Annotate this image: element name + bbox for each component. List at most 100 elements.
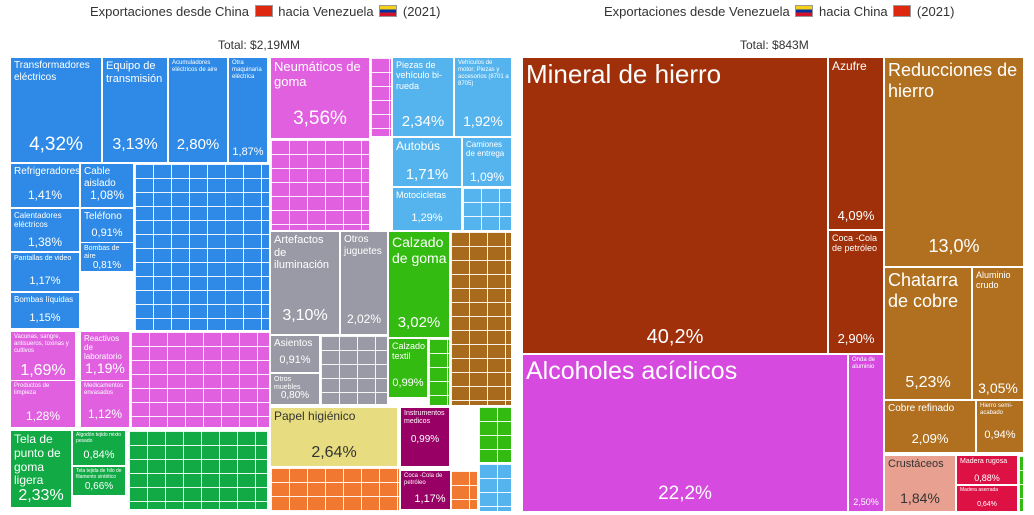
treemap-cell-pantallas-de-video[interactable]: Pantallas de video 1,17% <box>10 252 80 292</box>
treemap-cell-percent: 3,10% <box>282 307 328 324</box>
treemap-cell-asientos[interactable]: Asientos 0,91% <box>270 335 320 373</box>
treemap-cell-label: Papel higiénico <box>274 409 356 423</box>
treemap-cell-percent: 3,56% <box>293 108 347 129</box>
treemap-cell-acumuladores-electricos-de-aire[interactable]: Acumuladores eléctricos de aire 2,80% <box>168 57 228 163</box>
treemap-cell-cobre-refinado[interactable]: Cobre refinado 2,09% <box>884 400 976 453</box>
treemap-cell-label: Hierro semi-acabado <box>980 403 1013 416</box>
treemap-cell-motocicletas[interactable]: Motocicletas 1,29% <box>392 187 462 231</box>
treemap-cell-calzado-textil[interactable]: Calzado textil 0,99% <box>388 338 428 398</box>
treemap-cell-otros-juguetes[interactable]: Otros juguetes 2,02% <box>340 231 388 335</box>
treemap-cell-transformadores-electricos[interactable]: Transformadores eléctricos 4,32% <box>10 57 102 163</box>
treemap-cell-percent: 2,34% <box>401 113 445 130</box>
treemap-cell-equipo-de-transmision[interactable]: Equipo de transmisión 3,13% <box>102 57 168 163</box>
treemap-cell-percent: 0,81% <box>92 260 122 271</box>
treemap-cell-vehiculos-de-motor-piezas-y-accesorios-8701-a-8705[interactable]: Vehículos de motor; Piezas y accesorios … <box>454 57 512 137</box>
treemap-cell-percent: 0,80% <box>280 390 310 401</box>
treemap-cell-label: Tela tejida de hilo de filamento sintéti… <box>76 468 122 480</box>
treemap-cell-percent: 1,17% <box>29 275 61 287</box>
treemap-cell-algodon-tejido-mixto-pesado[interactable]: Algodón tejido mixto pesado 0,84% <box>72 430 126 466</box>
treemap-cell-label: Coca -Cola de petróleo <box>404 473 443 486</box>
treemap-cell-alcoholes-aciclicos[interactable]: Alcoholes acíclicos 22,2% <box>522 354 848 512</box>
treemap-cell-refrigeradores[interactable]: Refrigeradores 1,41% <box>10 163 80 208</box>
treemap-cell-piezas-de-vehiculo-bi-rueda[interactable]: Piezas de vehículo bi-rueda 2,34% <box>392 57 454 137</box>
treemap-cell-medicamentos-envasados[interactable]: Medicamentos envasados 1,12% <box>80 380 130 428</box>
treemap-cell-percent: 1,09% <box>469 170 505 184</box>
treemap-cell-percent: 0,99% <box>410 434 440 445</box>
venezuela-flag-icon <box>379 5 398 17</box>
treemap-cell-mineral-de-hierro[interactable]: Mineral de hierro 40,2% <box>522 57 828 354</box>
right-title-year: (2021) <box>916 4 955 19</box>
treemap-cell-percent: 2,50% <box>853 497 879 507</box>
treemap-cell-reducciones-de-hierro[interactable]: Reducciones de hierro 13,0% <box>884 57 1024 267</box>
treemap-cell-autobus[interactable]: Autobús 1,71% <box>392 137 462 187</box>
treemap-cell-tela-de-punto-de-goma-ligera[interactable]: Tela de punto de goma ligera 2,33% <box>10 430 72 508</box>
treemap-cell-label: Tela de punto de goma ligera <box>14 432 61 488</box>
treemap-cell-tela-tejida-de-hilo-de-filamento-sintetico[interactable]: Tela tejida de hilo de filamento sintéti… <box>72 466 126 496</box>
right-chart-title: Exportaciones desde Venezuela hacia Chin… <box>604 4 954 19</box>
treemap-cell-percent: 0,99% <box>392 377 424 389</box>
treemap-cell-percent: 3,02% <box>397 314 441 331</box>
left-title-dest: hacia Venezuela <box>278 4 374 19</box>
treemap-cell-label: Reducciones de hierro <box>888 60 1018 101</box>
treemap-minor-tiles <box>450 470 478 510</box>
treemap-cell-productos-de-limpieza[interactable]: Productos de limpieza 1,28% <box>10 380 76 428</box>
treemap-cell-label: Otra maquinaria eléctrica <box>232 60 262 80</box>
treemap-cell-percent: 3,05% <box>978 380 1018 396</box>
treemap-cell-percent: 0,64% <box>977 501 997 508</box>
treemap-cell-label: Asientos <box>274 338 313 349</box>
treemap-minor-tiles <box>370 57 392 137</box>
venezuela-flag-icon <box>795 5 814 17</box>
treemap-cell-label: Vacunas, sangre, antisueros, toxinas y c… <box>14 334 69 354</box>
treemap-cell-label: Crustáceos <box>888 458 944 470</box>
treemap-cell-percent: 5,23% <box>905 374 951 391</box>
treemap-cell-percent: 22,2% <box>658 483 712 504</box>
left-total: Total: $2,19MM <box>218 38 301 52</box>
treemap-cell-calentadores-electricos[interactable]: Calentadores eléctricos 1,38% <box>10 208 80 252</box>
treemap-cell-label: Teléfono <box>84 211 122 222</box>
treemap-cell-cable-aislado[interactable]: Cable aislado 1,08% <box>80 163 134 208</box>
treemap-cell-percent: 1,69% <box>20 362 66 379</box>
treemap-cell-percent: 1,29% <box>411 212 443 224</box>
left-title-year: (2021) <box>402 4 441 19</box>
treemap-cell-label: Algodón tejido mixto pesado <box>76 432 122 444</box>
treemap-cell-percent: 2,64% <box>311 444 357 461</box>
treemap-cell-label: Cobre refinado <box>888 403 955 414</box>
right-title-origin: Exportaciones desde Venezuela <box>604 4 790 19</box>
treemap-cell-coca-cola-de-petroleo[interactable]: Coca -Cola de petróleo 2,90% <box>828 230 884 354</box>
treemap-minor-tiles <box>462 187 512 231</box>
treemap-cell-percent: 1,08% <box>89 188 125 202</box>
treemap-cell-label: Coca -Cola de petróleo <box>832 233 878 254</box>
treemap-cell-label: Camiones de entrega <box>466 140 505 159</box>
treemap-cell-label: Madera aserrada <box>960 487 999 493</box>
right-total: Total: $843M <box>740 38 809 52</box>
treemap-cell-calzado-de-goma[interactable]: Calzado de goma 3,02% <box>388 231 450 338</box>
treemap-cell-label: Piezas de vehículo bi-rueda <box>396 60 443 91</box>
treemap-cell-neumaticos-de-goma[interactable]: Neumáticos de goma 3,56% <box>270 57 370 139</box>
treemap-cell-hierro-semi-acabado[interactable]: Hierro semi-acabado 0,94% <box>976 400 1024 453</box>
treemap-cell-bombas-liquidas[interactable]: Bombas líquidas 1,15% <box>10 292 80 329</box>
treemap-cell-bombas-de-aire[interactable]: Bombas de aire 0,81% <box>80 242 134 272</box>
treemap-cell-chatarra-de-cobre[interactable]: Chatarra de cobre 5,23% <box>884 267 972 400</box>
treemap-cell-azufre[interactable]: Azufre 4,09% <box>828 57 884 230</box>
treemap-cell-otra-maquinaria-electrica[interactable]: Otra maquinaria eléctrica 1,87% <box>228 57 268 163</box>
treemap-cell-label: Chatarra de cobre <box>888 270 959 311</box>
treemap-cell-percent: 2,33% <box>18 487 64 504</box>
treemap-cell-crustaceos[interactable]: Crustáceos 1,84% <box>884 455 956 512</box>
treemap-minor-tiles <box>478 406 512 463</box>
treemap-cell-otros-muebles[interactable]: Otros muebles 0,80% <box>270 373 320 405</box>
treemap-cell-percent: 1,38% <box>27 235 63 249</box>
treemap-cell-onda-de-aluminio[interactable]: Onda de aluminio 2,50% <box>848 354 884 512</box>
treemap-cell-label: Cable aislado <box>84 166 116 189</box>
treemap-cell-aluminio-crudo[interactable]: Aluminio crudo 3,05% <box>972 267 1024 400</box>
treemap-cell-percent: 2,90% <box>837 331 875 346</box>
treemap-minor-tiles <box>128 430 268 510</box>
treemap-cell-camiones-de-entrega[interactable]: Camiones de entrega 1,09% <box>462 137 512 187</box>
treemap-cell-papel-higienico[interactable]: Papel higiénico 2,64% <box>270 407 398 467</box>
treemap-cell-madera-rugosa[interactable]: Madera rugosa 0,88% <box>956 455 1018 485</box>
treemap-cell-label: Onda de aluminio <box>852 357 876 370</box>
treemap-cell-artefactos-de-iluminacion[interactable]: Artefactos de iluminación 3,10% <box>270 231 340 335</box>
treemap-cell-instrumentos-medicos[interactable]: Instrumentos medicos 0,99% <box>400 407 450 467</box>
treemap-cell-madera-aserrada[interactable]: Madera aserrada 0,64% <box>956 485 1018 512</box>
treemap-cell-percent: 13,0% <box>928 236 980 256</box>
treemap-cell-percent: 4,09% <box>837 208 875 223</box>
